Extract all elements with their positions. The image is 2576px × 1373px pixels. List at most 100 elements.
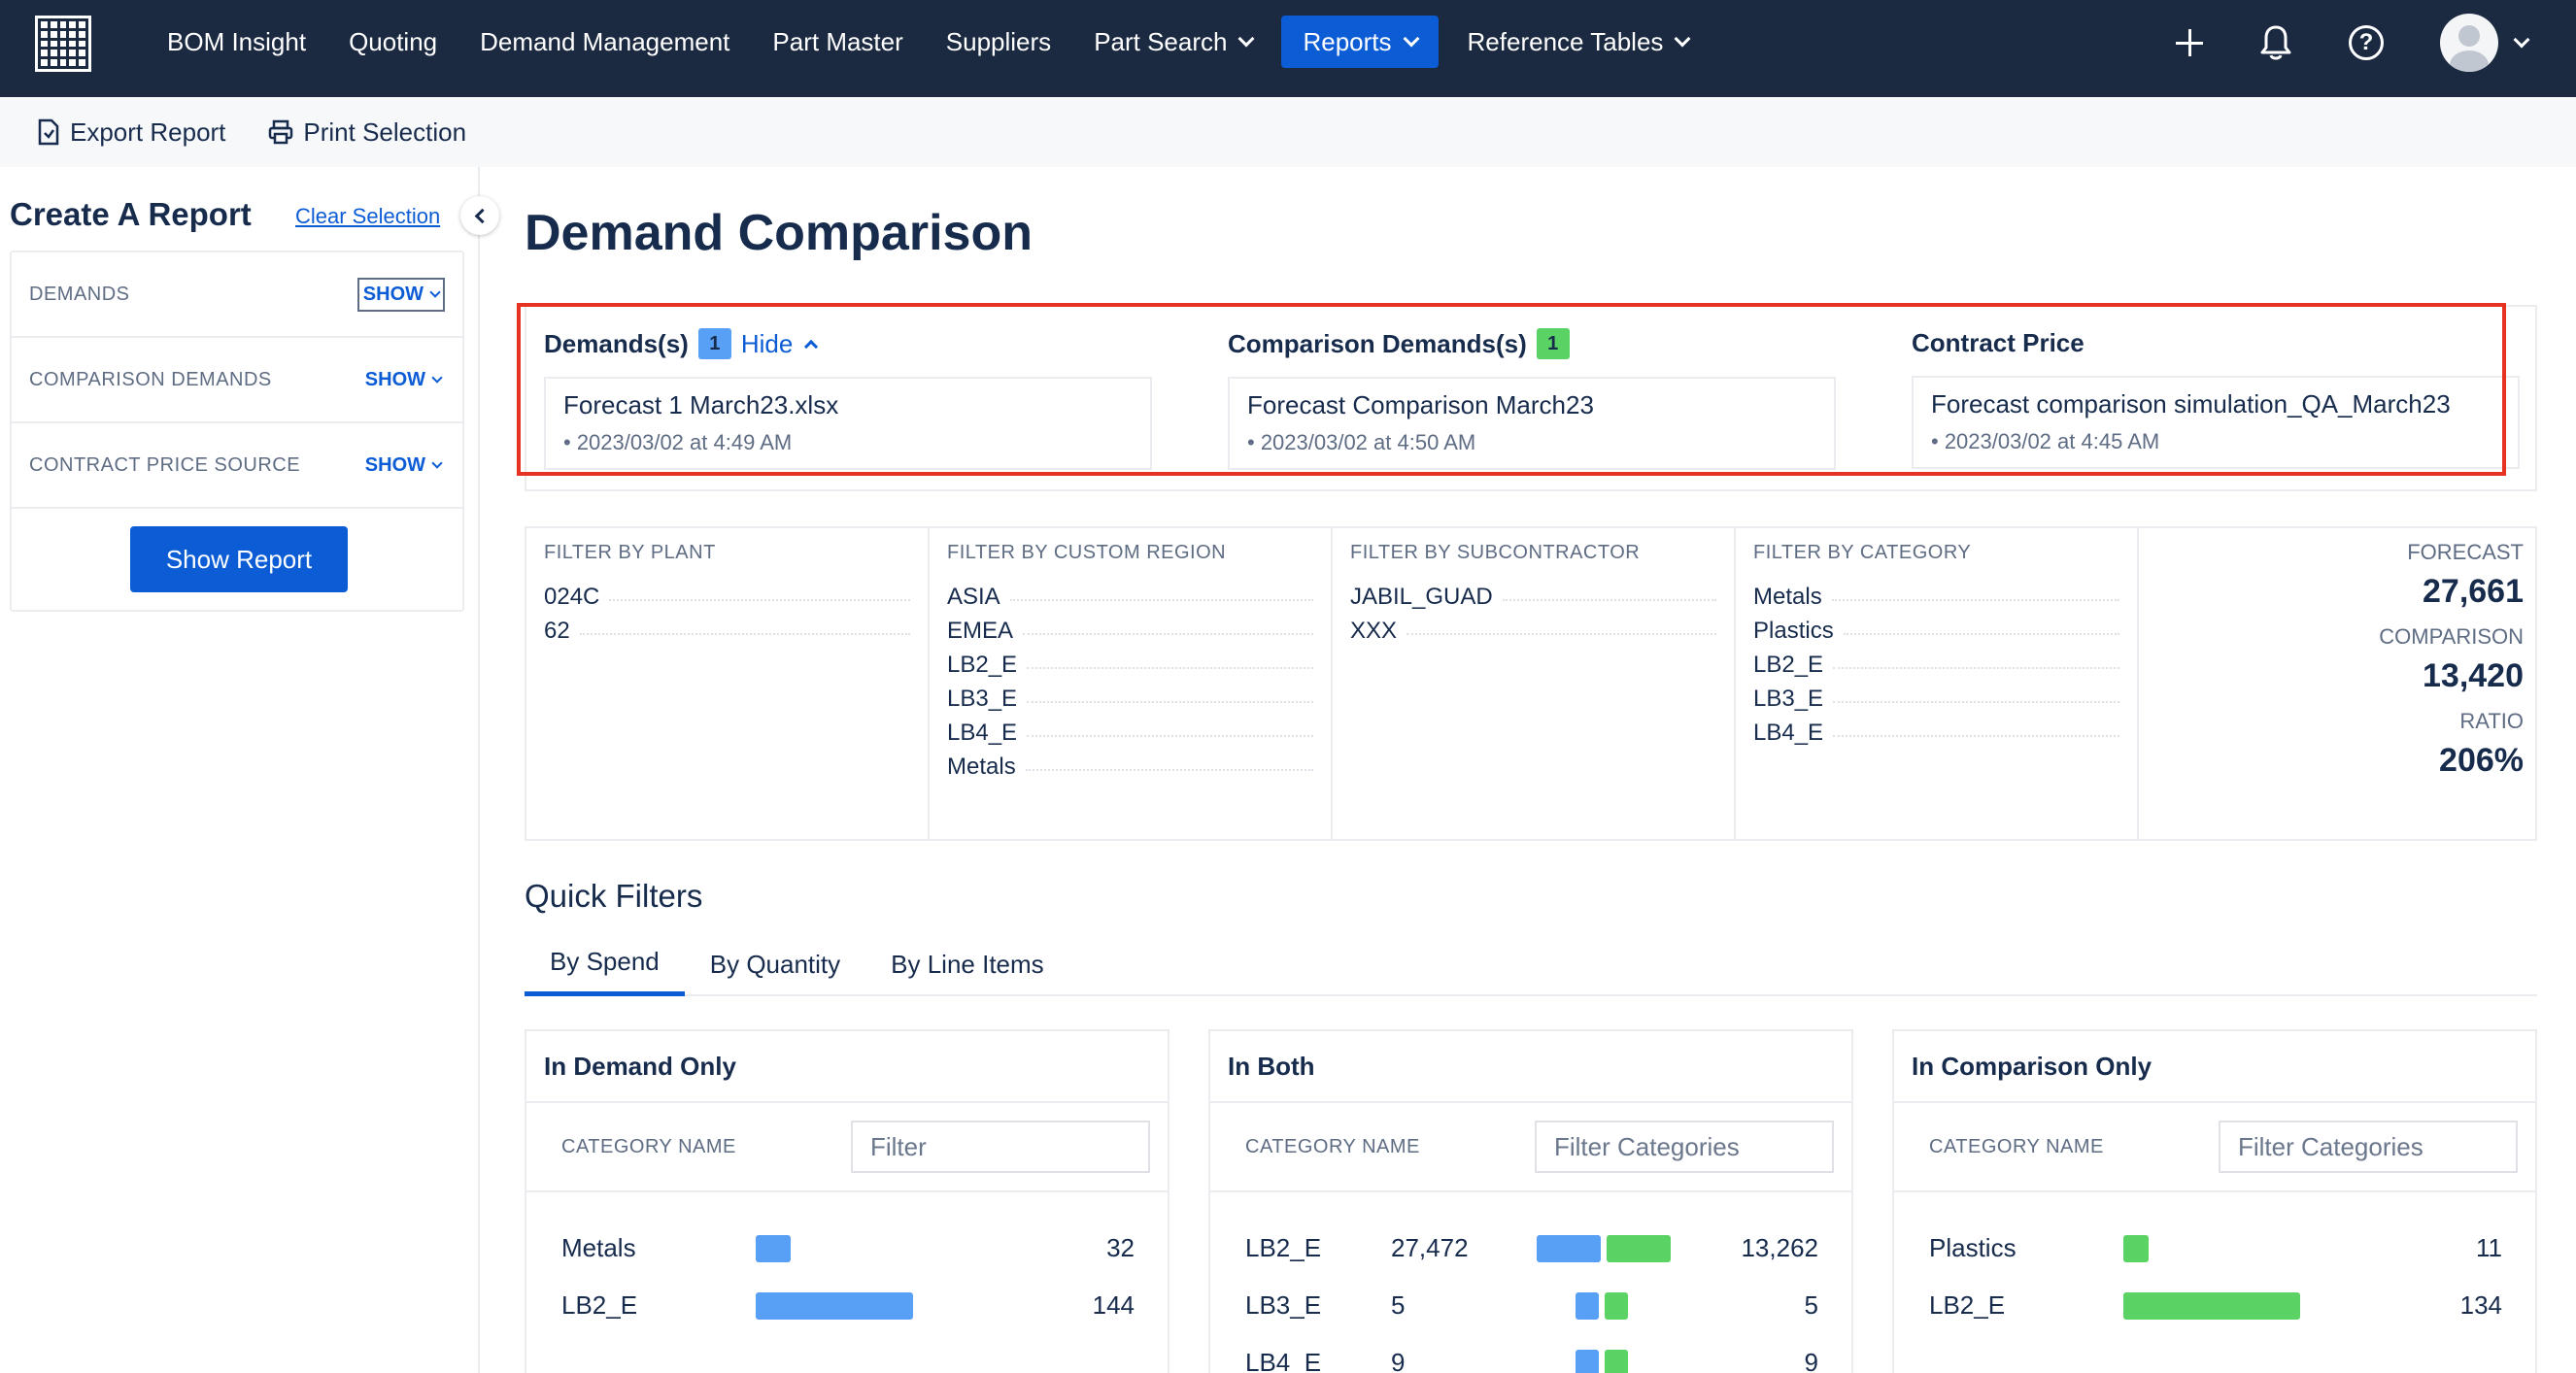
print-selection-label: Print Selection (303, 117, 467, 147)
comparison-bars (1576, 1349, 1628, 1373)
bell-icon[interactable] (2259, 24, 2292, 61)
source-row-contract-price: CONTRACT PRICE SOURCE SHOW (12, 423, 462, 509)
show-comparison-demands-toggle[interactable]: SHOW (361, 365, 445, 395)
selected-sources-panel: Demands(s) 1 Hide Forecast 1 March23.xls… (525, 305, 2537, 491)
quick-filters-title: Quick Filters (525, 878, 703, 914)
filter-item[interactable]: Metals (947, 750, 1313, 784)
dotted-leader (1831, 598, 2119, 601)
list-item[interactable]: LB2_E 134 (1894, 1277, 2535, 1334)
filter-item[interactable]: Metals (1753, 580, 2119, 614)
list-item[interactable]: LB2_E 27,472 13,262 (1210, 1220, 1851, 1277)
sidebar-title: Create A Report (10, 196, 252, 232)
filter-item[interactable]: Plastics (1753, 614, 2119, 648)
show-contract-price-toggle[interactable]: SHOW (361, 451, 445, 481)
dotted-leader (1502, 598, 1716, 601)
filter-item-label: JABIL_GUAD (1350, 583, 1493, 610)
list-item[interactable]: Plastics 11 (1894, 1220, 2535, 1277)
chevron-down-icon (429, 286, 441, 298)
tab-by-spend[interactable]: By Spend (525, 932, 685, 996)
user-menu[interactable] (2440, 14, 2530, 72)
nav-item-part-master[interactable]: Part Master (751, 16, 924, 68)
dotted-leader (1027, 700, 1313, 703)
filters-panel: FILTER BY PLANT 024C 62 FILTER BY CUSTOM… (525, 526, 2537, 841)
category-name-header: CATEGORY NAME (561, 1135, 736, 1157)
comparison-bar (1607, 1234, 1671, 1262)
category-name: LB4_E (1245, 1348, 1322, 1373)
in-comparison-only-card: In Comparison Only CATEGORY NAME Plastic… (1892, 1029, 2537, 1373)
nav-item-bom-insight[interactable]: BOM Insight (146, 16, 327, 68)
tab-by-quantity[interactable]: By Quantity (709, 949, 841, 979)
tab-by-line-items[interactable]: By Line Items (891, 949, 1044, 979)
nav-item-reports[interactable]: Reports (1281, 16, 1439, 68)
show-demands-toggle[interactable]: SHOW (356, 277, 445, 312)
forecast-value: 27,661 (2423, 573, 2524, 610)
category-name-header: CATEGORY NAME (1245, 1135, 1420, 1157)
show-label: SHOW (364, 453, 425, 476)
app-grid-logo-icon[interactable] (35, 16, 91, 72)
print-selection-button[interactable]: Print Selection (268, 117, 466, 148)
filter-item[interactable]: EMEA (947, 614, 1313, 648)
filter-item[interactable]: JABIL_GUAD (1350, 580, 1716, 614)
comparison-file-date: • 2023/03/02 at 4:50 AM (1247, 430, 1476, 454)
export-report-button[interactable]: Export Report (37, 117, 225, 148)
card-title: In Demand Only (526, 1031, 1168, 1103)
card-title: In Both (1210, 1031, 1851, 1103)
create-report-sidebar: Create A Report Clear Selection DEMANDS … (0, 167, 499, 1373)
comparison-file-card[interactable]: Forecast Comparison March23 • 2023/03/02… (1228, 377, 1836, 470)
demand-file-card[interactable]: Forecast 1 March23.xlsx • 2023/03/02 at … (544, 377, 1152, 470)
list-item[interactable]: LB4_E 9 9 (1210, 1334, 1851, 1373)
source-row-label: DEMANDS (29, 283, 130, 305)
dotted-leader (1833, 734, 2119, 737)
hide-selection-toggle[interactable]: Hide (740, 328, 819, 359)
nav-item-quoting[interactable]: Quoting (327, 16, 458, 68)
collapse-sidebar-button[interactable] (460, 196, 499, 235)
contract-price-selection: Contract Price Forecast comparison simul… (1912, 328, 2520, 469)
list-item[interactable]: LB3_E 5 5 (1210, 1277, 1851, 1334)
filter-item[interactable]: 024C (544, 580, 910, 614)
avatar (2440, 14, 2498, 72)
export-file-icon (38, 118, 59, 146)
plus-icon[interactable] (2176, 29, 2203, 56)
in-both-card: In Both CATEGORY NAME LB2_E 27,472 13,26… (1208, 1029, 1853, 1373)
filter-item[interactable]: 62 (544, 614, 910, 648)
nav-item-part-search[interactable]: Part Search (1072, 16, 1273, 68)
clear-selection-link[interactable]: Clear Selection (295, 204, 441, 228)
help-icon[interactable]: ? (2349, 25, 2384, 60)
nav-actions: ? (2176, 14, 2530, 72)
comparison-heading-label: Comparison Demands(s) (1228, 328, 1527, 358)
card-header: CATEGORY NAME (1210, 1103, 1851, 1192)
card-title: In Comparison Only (1894, 1031, 2535, 1103)
comparison-count-badge: 1 (1536, 328, 1570, 359)
filter-item[interactable]: LB4_E (947, 716, 1313, 750)
filter-item[interactable]: LB3_E (947, 682, 1313, 716)
chevron-down-icon (431, 372, 443, 384)
nav-item-suppliers[interactable]: Suppliers (925, 16, 1072, 68)
filter-categories-input[interactable] (2219, 1121, 2518, 1173)
show-report-button[interactable]: Show Report (130, 526, 348, 592)
dotted-leader (1833, 666, 2119, 669)
filter-item[interactable]: LB2_E (947, 648, 1313, 682)
category-value: 134 (2459, 1290, 2502, 1320)
filter-input[interactable] (851, 1121, 1150, 1173)
list-item[interactable]: Metals 32 (526, 1220, 1168, 1277)
list-item[interactable]: LB2_E 144 (526, 1277, 1168, 1334)
comparison-value: 13,262 (1741, 1233, 1818, 1262)
comparison-bar (1605, 1291, 1628, 1320)
filter-heading: FILTER BY PLANT (544, 542, 716, 563)
category-name: LB2_E (1245, 1233, 1322, 1262)
filter-item[interactable]: LB3_E (1753, 682, 2119, 716)
category-name: Metals (561, 1233, 636, 1262)
filter-item[interactable]: LB4_E (1753, 716, 2119, 750)
nav-item-reference-tables[interactable]: Reference Tables (1446, 16, 1711, 68)
contract-price-card[interactable]: Forecast comparison simulation_QA_March2… (1912, 376, 2520, 469)
nav-item-demand-management[interactable]: Demand Management (458, 16, 751, 68)
filter-item[interactable]: XXX (1350, 614, 1716, 648)
chevron-down-icon (2513, 31, 2530, 49)
filter-item[interactable]: LB2_E (1753, 648, 2119, 682)
hide-label: Hide (740, 328, 794, 358)
source-row-comparison-demands: COMPARISON DEMANDS SHOW (12, 338, 462, 423)
filter-item[interactable]: ASIA (947, 580, 1313, 614)
filter-by-custom-region: FILTER BY CUSTOM REGION ASIA EMEA LB2_E … (930, 528, 1333, 839)
top-nav: BOM Insight Quoting Demand Management Pa… (0, 0, 2576, 97)
filter-categories-input[interactable] (1535, 1121, 1834, 1173)
